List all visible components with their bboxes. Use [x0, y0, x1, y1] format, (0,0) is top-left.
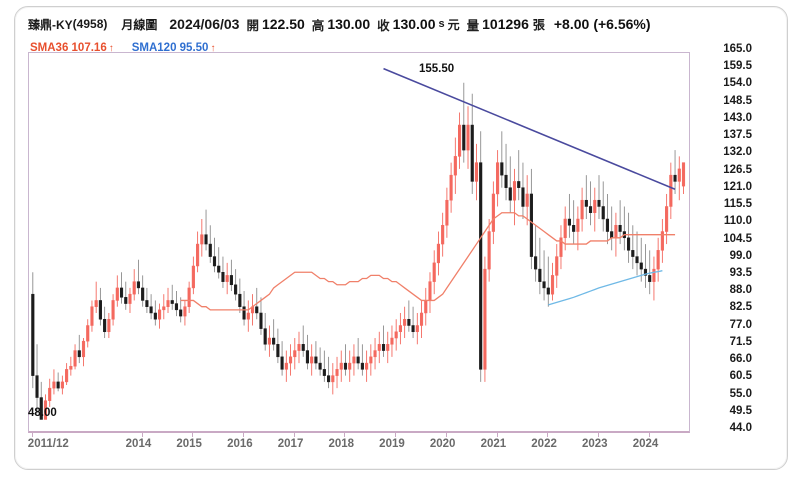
y-axis-tick: 137.5	[723, 129, 752, 142]
high-price-annotation: 155.50	[419, 63, 455, 75]
candlestick-svg	[31, 67, 686, 420]
x-axis-tick: 2017	[277, 438, 304, 450]
x-axis: 2011/12 2014 2015 2016 2017 2018 2019 2020 2021 2…	[0, 432, 800, 458]
x-axis-tick-mark	[243, 432, 245, 437]
y-axis-tick: 148.5	[723, 94, 752, 107]
x-axis-tick-mark	[293, 432, 295, 437]
y-axis-tick: 121.0	[723, 180, 752, 193]
open-value: 122.50	[261, 16, 305, 32]
x-axis-tick-mark	[648, 432, 650, 437]
y-axis-tick: 88.0	[729, 284, 752, 297]
y-axis-tick: 93.5	[729, 266, 752, 279]
chart-date: 2024/06/03	[169, 16, 240, 32]
low-price-annotation: 48.00	[28, 407, 57, 419]
close-suffix: s	[438, 18, 445, 30]
legend-sma120[interactable]: SMA120 95.50 ↑	[114, 42, 216, 54]
x-axis-tick-mark	[598, 432, 599, 437]
y-axis-tick: 71.5	[729, 335, 752, 348]
volume-value: 101296	[482, 16, 529, 32]
legend-sma36[interactable]: SMA36 107.16 ↑	[30, 42, 114, 54]
price-change: +8.00	[553, 16, 590, 32]
x-axis-tick-mark	[344, 432, 346, 437]
x-axis-tick: 2011/12	[27, 438, 69, 450]
indicator-legend: SMA36 107.16 ↑ SMA120 95.50 ↑	[30, 41, 215, 55]
chart-type-label: 月線圖	[121, 17, 158, 32]
y-axis: 165.0 159.5 154.0 148.5 143.0 137.5 132.0 126.5…	[694, 43, 758, 436]
y-axis-tick: 126.5	[723, 163, 752, 176]
y-axis-tick: 143.0	[723, 111, 752, 124]
x-axis-tick: 2020	[429, 438, 456, 450]
x-axis-tick: 2014	[125, 438, 152, 450]
plot-area[interactable]	[28, 52, 690, 433]
close-label: 收	[377, 18, 390, 33]
x-axis-tick-mark	[192, 432, 194, 437]
y-axis-tick: 110.0	[723, 215, 752, 228]
legend-sma120-label: SMA120 95.50	[131, 42, 209, 54]
symbol-code: (4958)	[72, 17, 108, 31]
legend-sma120-arrow-icon: ↑	[210, 43, 216, 54]
x-axis-tick: 2019	[379, 438, 405, 450]
x-axis-tick: 2015	[176, 438, 202, 450]
x-axis-tick-mark	[496, 432, 498, 437]
high-value: 130.00	[327, 16, 371, 32]
y-axis-tick: 55.0	[729, 387, 752, 400]
x-axis-tick-mark	[445, 432, 447, 437]
y-axis-tick: 154.0	[723, 77, 752, 90]
volume-unit: 張	[532, 17, 545, 32]
y-axis-tick: 77.0	[729, 318, 752, 331]
y-axis-tick: 66.0	[729, 353, 752, 366]
y-axis-tick: 82.5	[729, 301, 752, 314]
y-axis-tick: 104.5	[723, 232, 752, 245]
x-axis-tick: 2021	[480, 438, 507, 450]
y-axis-tick: 165.0	[723, 43, 752, 55]
x-axis-tick: 2022	[531, 438, 557, 450]
y-axis-tick: 99.0	[729, 249, 752, 262]
legend-sma36-arrow-icon: ↑	[108, 43, 114, 54]
x-axis-tick: 2024	[632, 438, 659, 450]
high-label: 高	[311, 18, 325, 33]
x-axis-tick: 2016	[227, 438, 253, 450]
y-axis-tick: 115.5	[723, 198, 752, 211]
price-change-percent: (+6.56%)	[593, 16, 651, 32]
x-axis-tick-mark	[141, 432, 143, 437]
x-axis-tick: 2018	[328, 438, 355, 450]
symbol-name: 臻鼎-KY	[28, 17, 73, 32]
chart-header: 臻鼎-KY (4958) 月線圖 2024/06/03 開 122.50 高 13…	[28, 13, 772, 35]
x-axis-tick: 2023	[582, 438, 608, 450]
x-axis-tick-mark	[395, 432, 397, 437]
x-axis-tick-mark	[547, 432, 549, 437]
y-axis-tick: 60.5	[729, 370, 752, 383]
y-axis-tick: 44.0	[729, 422, 752, 434]
close-value: 130.00	[392, 16, 436, 32]
y-axis-tick: 132.0	[723, 146, 752, 159]
x-axis-tick-mark	[31, 432, 33, 437]
legend-sma36-label: SMA36 107.16	[30, 42, 107, 54]
y-axis-tick: 49.5	[729, 404, 752, 417]
price-unit: 元	[447, 17, 460, 32]
y-axis-tick: 159.5	[723, 60, 752, 73]
open-label: 開	[246, 18, 259, 33]
volume-label: 量	[466, 18, 480, 33]
